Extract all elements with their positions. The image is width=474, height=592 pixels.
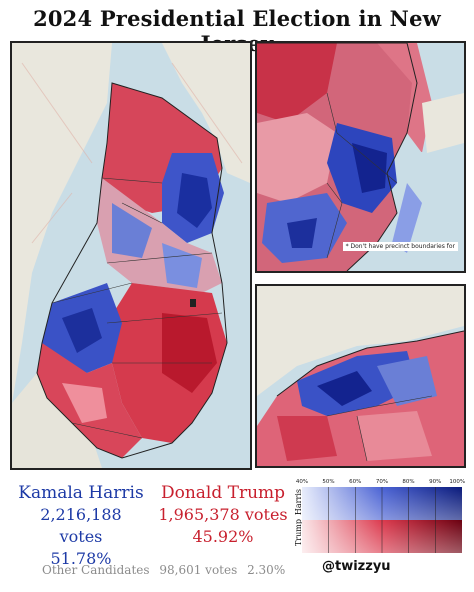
south-map-svg — [257, 286, 464, 466]
legend-tick: 80% — [402, 479, 415, 485]
main-map-svg — [12, 43, 250, 468]
other-votes: 98,601 votes — [159, 563, 238, 577]
other-label: Other Candidates — [42, 563, 150, 577]
main-precinct-map — [10, 41, 252, 470]
trump-votes: 1,965,378 votes — [158, 505, 288, 524]
legend-tick: 70% — [375, 479, 389, 485]
legend-tick: 40% — [295, 479, 309, 485]
south-inset-map — [255, 284, 466, 468]
legend-tick: 100% — [449, 479, 466, 485]
trump-results: Donald Trump 1,965,378 votes 45.92% — [158, 482, 288, 548]
harris-votes: 2,216,188 votes — [40, 505, 122, 546]
trump-percent: 45.92% — [192, 527, 254, 546]
north-map-svg — [257, 43, 464, 271]
other-percent: 2.30% — [247, 563, 286, 577]
author-handle: @twizzyu — [322, 559, 391, 574]
legend-ticks: 40% 50% 60% 70% 80% 90% 100% — [296, 479, 466, 489]
legend-tick: 60% — [349, 479, 362, 485]
harris-percent: 51.78% — [50, 549, 112, 568]
harris-name: Kamala Harris — [18, 483, 144, 503]
color-legend: 40% 50% 60% 70% 80% 90% 100% Trump Harri… — [294, 479, 466, 554]
trump-name: Donald Trump — [160, 483, 286, 503]
precinct-note: * Don't have precinct boundaries for — [342, 242, 458, 251]
north-inset-map: * Don't have precinct boundaries for — [255, 41, 466, 273]
legend-color-grid — [302, 487, 462, 553]
legend-tick: 50% — [322, 479, 335, 485]
harris-results: Kamala Harris 2,216,188 votes 51.78% — [18, 482, 144, 570]
legend-tick: 90% — [429, 479, 442, 485]
other-candidates: Other Candidates 98,601 votes 2.30% — [42, 563, 291, 577]
